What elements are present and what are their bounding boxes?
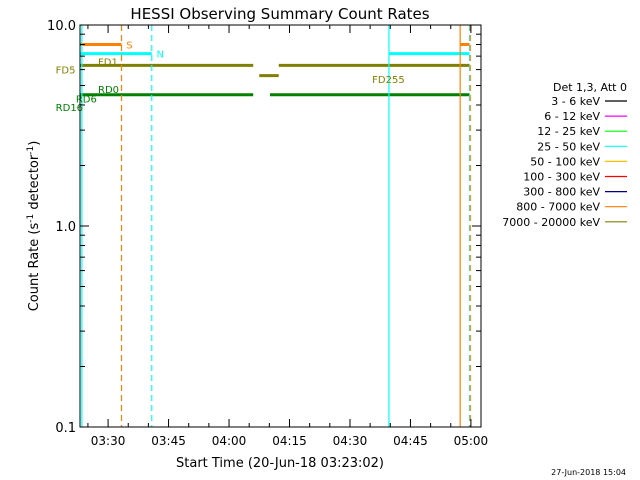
x-tick-label: 04:45 [393,434,428,448]
y-tick-label: 0.1 [55,421,76,436]
x-axis-label: Start Time (20-Jun-18 03:23:02) [176,456,384,471]
legend-label-50-100-kev: 50 - 100 keV [530,155,600,168]
legend-label-300-800-kev: 300 - 800 keV [523,186,600,199]
legend-label-12-25-kev: 12 - 25 keV [537,125,600,138]
y-tick-label: 1.0 [55,220,76,235]
legend-label-3-6-kev: 3 - 6 keV [551,95,600,108]
flag-label-rd6: RD6 [76,95,97,106]
x-tick-label: 05:00 [454,434,489,448]
legend-label-800-7000-kev: 800 - 7000 keV [516,201,600,214]
y-tick-label: 10.0 [47,19,76,34]
axes: 03:30 03:45 04:00 04:15 04:30 04:45 05:00 10.0 1… [47,19,488,448]
legend-header: Det 1,3, Att 0 [553,81,627,94]
x-tick-label: 04:00 [212,434,247,448]
flag-label-s: S [126,40,132,51]
flag-label-n: N [156,50,163,61]
flag-label-fd1: FD1 [98,57,118,68]
x-tick-label: 04:15 [272,434,307,448]
flag-boundaries [81,25,471,427]
x-tick-label: 03:45 [151,434,186,448]
flag-bars [80,42,470,97]
legend-label-100-300-kev: 100 - 300 keV [523,171,600,184]
y-axis-label: Count Rate (s-1 detector-1) [26,141,42,312]
chart-title: HESSI Observing Summary Count Rates [130,5,429,23]
legend-label-6-12-kev: 6 - 12 keV [544,110,600,123]
flag-label-rd16: RD16 [56,103,83,114]
legend-label-25-50-kev: 25 - 50 keV [537,140,600,153]
flag-label-rd0: RD0 [98,85,119,96]
legend-label-7000-20000-kev: 7000 - 20000 keV [502,216,600,229]
legend: 3 - 6 keV 6 - 12 keV 12 - 25 keV 25 - 50 ke… [502,95,627,229]
flag-label-fd255: FD255 [372,75,405,86]
x-tick-label: 04:30 [333,434,368,448]
footer-date: 27-Jun-2018 15:04 [551,468,626,477]
x-tick-label: 03:30 [91,434,126,448]
flag-label-fd5: FD5 [56,66,76,77]
